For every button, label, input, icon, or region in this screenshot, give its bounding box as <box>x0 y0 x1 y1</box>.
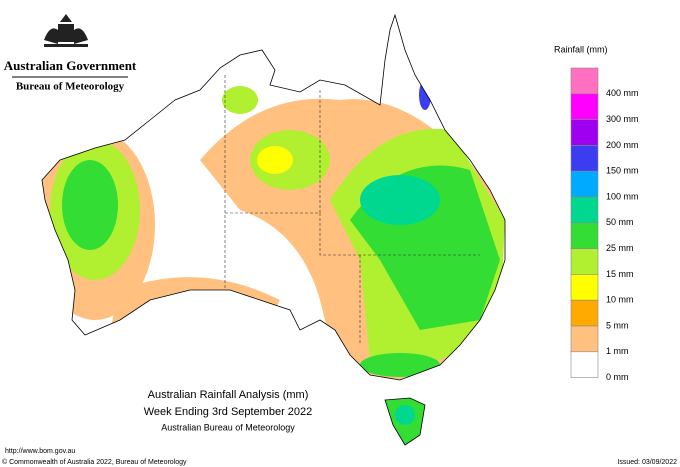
legend-swatch <box>570 274 599 301</box>
legend-swatch <box>570 248 599 275</box>
legend-swatch <box>570 93 599 120</box>
legend-label: 50 mm <box>606 217 634 227</box>
legend-swatch <box>570 325 599 353</box>
legend-swatch <box>570 67 599 95</box>
legend-label: 5 mm <box>606 320 629 330</box>
legend-label: 1 mm <box>606 346 629 356</box>
legend: 400 mm 300 mm 200 mm 150 mm 100 mm 50 mm 25 mm… <box>570 67 639 382</box>
legend-label: 300 mm <box>606 114 639 124</box>
legend-label: 150 mm <box>606 166 639 176</box>
legend-label: 15 mm <box>606 269 634 279</box>
legend-swatch <box>570 145 599 172</box>
legend-swatch <box>570 351 599 378</box>
legend-swatch <box>570 222 599 249</box>
legend-swatch <box>570 196 599 224</box>
legend-label: 100 mm <box>606 191 639 201</box>
legend-label: 25 mm <box>606 243 634 253</box>
agency-name: Bureau of Meteorology <box>16 81 125 93</box>
legend-swatch <box>570 170 599 198</box>
issued-date: Issued: 03/09/2022 <box>617 459 677 466</box>
state-borders <box>224 75 480 345</box>
copyright: © Commonwealth of Australia 2022, Bureau… <box>2 458 187 466</box>
legend-label: 200 mm <box>606 140 639 150</box>
caption-line: Australian Bureau of Meteorology <box>161 422 295 432</box>
url: http://www.bom.gov.au <box>5 448 75 455</box>
legend-label: 10 mm <box>606 295 634 305</box>
coat-of-arms <box>44 14 88 47</box>
legend-label: 400 mm <box>606 88 639 98</box>
legend-title: Rainfall (mm) <box>554 44 608 54</box>
government-name: Australian Government <box>4 58 137 73</box>
caption-line: Week Ending 3rd September 2022 <box>144 406 313 418</box>
legend-label: 0 mm <box>606 372 629 382</box>
legend-swatch <box>570 119 599 146</box>
legend-swatch <box>570 299 599 327</box>
coastline <box>41 13 506 446</box>
caption-line: Australian Rainfall Analysis (mm) <box>148 389 309 401</box>
